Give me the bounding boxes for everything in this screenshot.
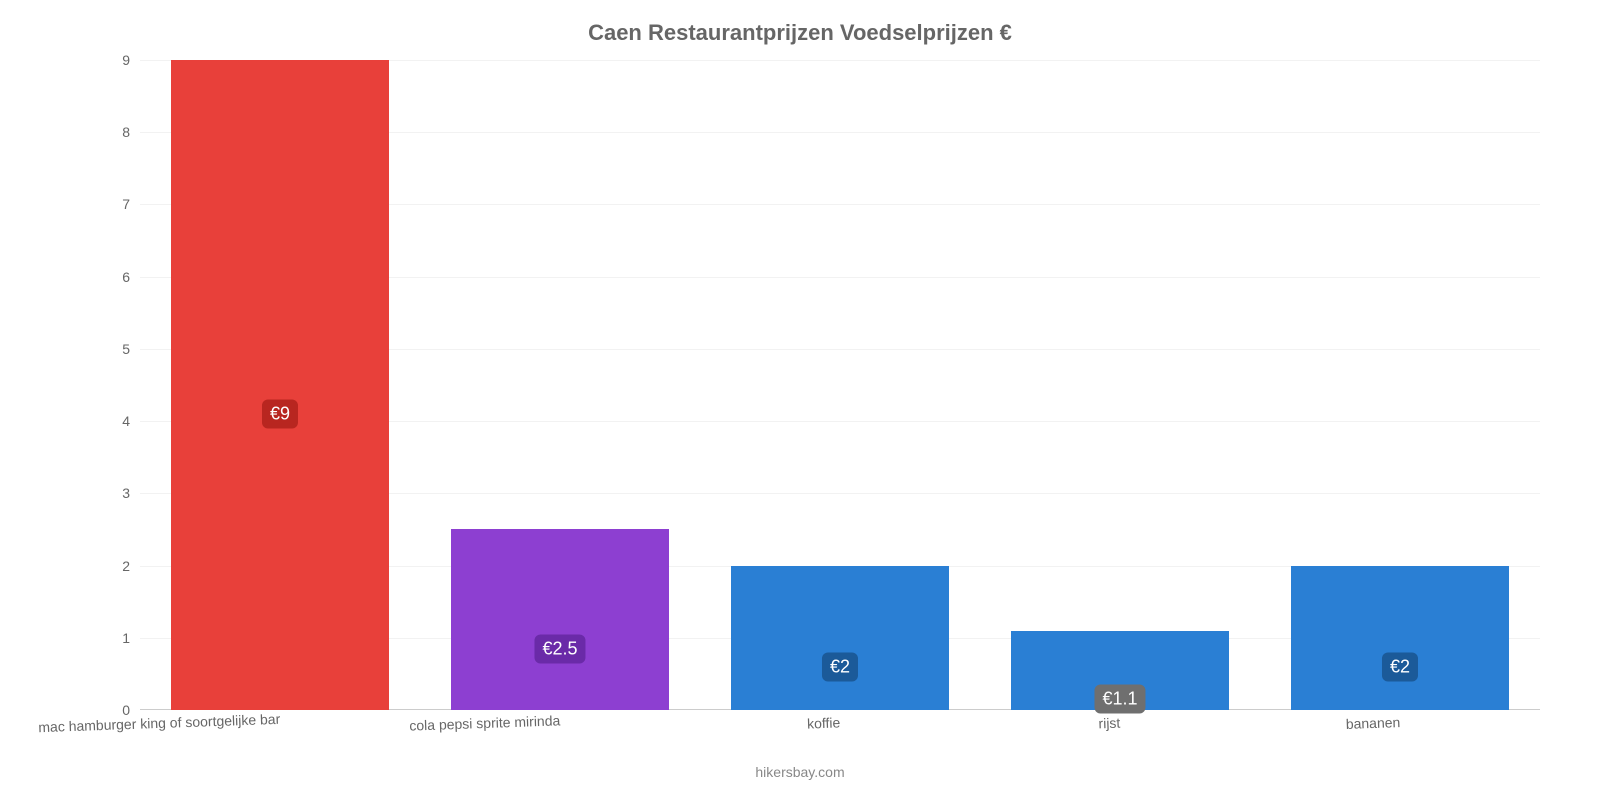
chart-footer: hikersbay.com <box>0 764 1600 780</box>
y-tick-label: 2 <box>80 558 130 574</box>
y-tick-label: 8 <box>80 124 130 140</box>
y-tick-label: 7 <box>80 196 130 212</box>
x-tick-text: koffie <box>807 714 841 731</box>
bar <box>731 566 949 710</box>
y-tick-label: 9 <box>80 52 130 68</box>
bar-value-label: €2.5 <box>534 634 585 663</box>
bar-value-label: €2 <box>822 652 858 681</box>
bar-value-label: €9 <box>262 400 298 429</box>
y-tick-label: 6 <box>80 269 130 285</box>
chart-title: Caen Restaurantprijzen Voedselprijzen € <box>0 20 1600 46</box>
y-tick-label: 3 <box>80 485 130 501</box>
x-tick-text: cola pepsi sprite mirinda <box>409 712 560 733</box>
x-tick-label: mac hamburger king of soortgelijke bar <box>159 707 401 731</box>
x-tick-text: rijst <box>1098 715 1120 732</box>
bar <box>171 60 389 710</box>
chart-container: Caen Restaurantprijzen Voedselprijzen € … <box>0 0 1600 800</box>
y-tick-label: 1 <box>80 630 130 646</box>
x-tick-label: cola pepsi sprite mirinda <box>485 710 636 731</box>
bar-value-label: €2 <box>1382 652 1418 681</box>
bar <box>451 529 669 710</box>
x-tick-label: bananen <box>1373 713 1428 731</box>
bar-value-label: €1.1 <box>1094 685 1145 714</box>
x-tick-label: koffie <box>823 714 857 731</box>
plot-area: 0123456789€9mac hamburger king of soortg… <box>140 60 1540 710</box>
y-tick-label: 5 <box>80 341 130 357</box>
bar <box>1291 566 1509 710</box>
x-tick-text: bananen <box>1346 714 1401 732</box>
x-tick-text: mac hamburger king of soortgelijke bar <box>38 711 280 735</box>
y-tick-label: 4 <box>80 413 130 429</box>
x-tick-label: rijst <box>1109 714 1131 731</box>
